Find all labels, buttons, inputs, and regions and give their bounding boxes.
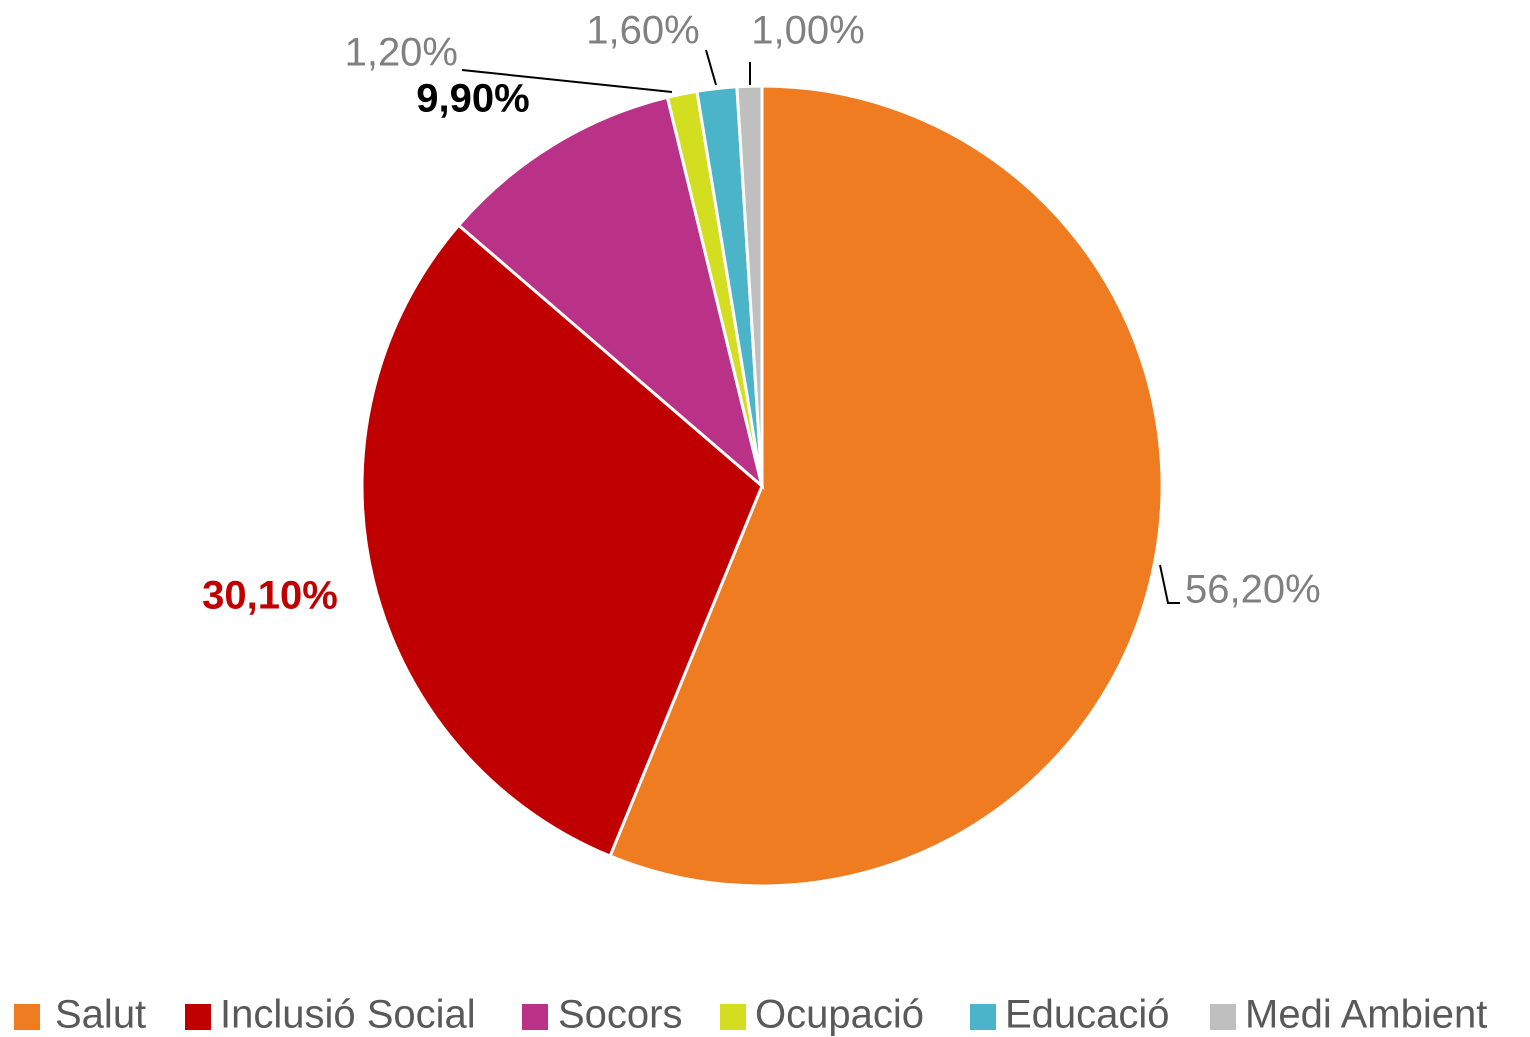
legend-label: Ocupació bbox=[755, 993, 924, 1037]
pie-slice bbox=[735, 84, 764, 487]
legend-label: Inclusió Social bbox=[220, 993, 476, 1037]
data-label: 1,00% bbox=[751, 9, 864, 53]
data-label: 1,60% bbox=[586, 9, 699, 53]
legend-label: Medi Ambient bbox=[1245, 993, 1487, 1037]
legend-swatch bbox=[14, 1004, 40, 1030]
data-label: 1,20% bbox=[345, 31, 458, 75]
leader-line bbox=[705, 49, 717, 86]
legend-label: Educació bbox=[1005, 993, 1170, 1037]
data-label: 56,20% bbox=[1185, 568, 1321, 612]
pie-slice bbox=[456, 95, 765, 491]
leader-line bbox=[461, 69, 673, 93]
legend-swatch bbox=[970, 1004, 996, 1030]
data-label: 30,10% bbox=[202, 574, 338, 618]
pie-slice bbox=[608, 84, 1164, 888]
legend-swatch bbox=[185, 1004, 211, 1030]
data-label: 9,90% bbox=[416, 77, 529, 121]
legend-label: Salut bbox=[55, 993, 146, 1037]
leader-line bbox=[1159, 564, 1180, 604]
legend-swatch bbox=[720, 1004, 746, 1030]
pie-slice bbox=[360, 223, 764, 858]
legend-label: Socors bbox=[558, 993, 683, 1037]
legend-swatch bbox=[1210, 1004, 1236, 1030]
legend-swatch bbox=[522, 1004, 548, 1030]
